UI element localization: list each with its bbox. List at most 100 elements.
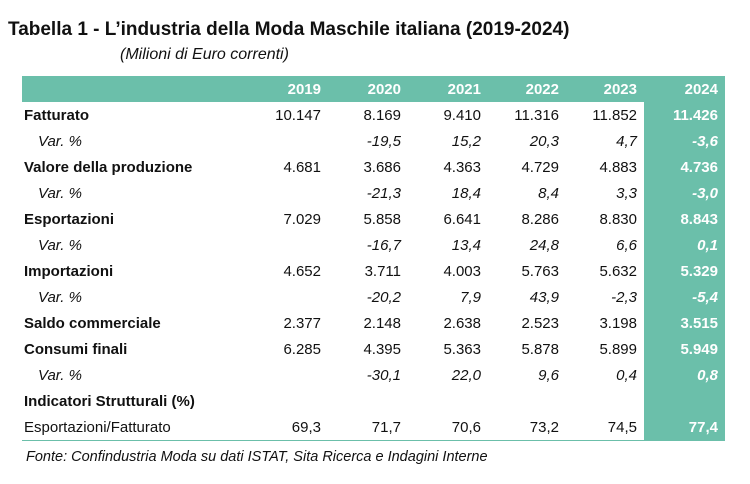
row-var-fatturato: Var. % -19,5 15,2 20,3 4,7 -3,6 bbox=[22, 128, 725, 154]
cell-2019 bbox=[248, 128, 328, 154]
cell-2023 bbox=[566, 388, 644, 414]
cell-2021: 5.363 bbox=[443, 340, 481, 358]
cell-2019: 4.652 bbox=[283, 262, 321, 280]
cell-2022: 5.878 bbox=[521, 340, 559, 358]
cell-2021: 9.410 bbox=[443, 106, 481, 124]
cell-2023: -2,3 bbox=[611, 288, 637, 306]
cell-2021: 22,0 bbox=[451, 366, 481, 384]
cell-2021: 15,2 bbox=[451, 132, 481, 150]
cell-2024: 0,8 bbox=[644, 362, 725, 388]
cell-2020: 4.395 bbox=[363, 340, 401, 358]
cell-2019 bbox=[248, 180, 328, 206]
cell-2021: 6.641 bbox=[443, 210, 481, 228]
header-year-2019: 2019 bbox=[248, 76, 328, 102]
cell-2024: 5.949 bbox=[644, 336, 725, 362]
cell-2024: 8.843 bbox=[644, 206, 725, 232]
cell-2024: 77,4 bbox=[644, 414, 725, 441]
row-label: Esportazioni/Fatturato bbox=[22, 414, 248, 441]
row-label: Esportazioni bbox=[24, 210, 115, 228]
cell-2020: -20,2 bbox=[366, 288, 401, 306]
cell-2022: 8,4 bbox=[538, 184, 559, 202]
cell-2020: 71,7 bbox=[328, 414, 408, 441]
cell-2024: 0,1 bbox=[644, 232, 725, 258]
cell-2023: 11.852 bbox=[592, 106, 637, 124]
cell-2024: -3,6 bbox=[644, 128, 725, 154]
cell-2020: 5.858 bbox=[363, 210, 401, 228]
header-label-cell bbox=[22, 76, 248, 102]
cell-2024: 5.329 bbox=[644, 258, 725, 284]
header-row: 2019 2020 2021 2022 2023 2024 bbox=[22, 76, 725, 102]
cell-2022: 9,6 bbox=[538, 366, 559, 384]
header-year-2024: 2024 bbox=[644, 76, 725, 102]
row-var-importazioni: Var. % -20,2 7,9 43,9 -2,3 -5,4 bbox=[22, 284, 725, 310]
cell-2019: 6.285 bbox=[283, 340, 321, 358]
row-var-consumi: Var. % -30,1 22,0 9,6 0,4 0,8 bbox=[22, 362, 725, 388]
cell-2022: 11.316 bbox=[514, 106, 559, 124]
table-title: Tabella 1 - L’industria della Moda Masch… bbox=[8, 19, 570, 40]
cell-2023: 3,3 bbox=[616, 184, 637, 202]
cell-2021 bbox=[408, 388, 488, 414]
header-year-2022: 2022 bbox=[488, 76, 566, 102]
cell-2024: 11.426 bbox=[644, 102, 725, 128]
cell-2021: 4.003 bbox=[443, 262, 481, 280]
row-label: Var. % bbox=[38, 184, 82, 202]
row-label: Importazioni bbox=[24, 262, 114, 280]
cell-2021: 70,6 bbox=[408, 414, 488, 441]
cell-2021: 4.363 bbox=[443, 158, 481, 176]
cell-2020: -16,7 bbox=[366, 236, 401, 254]
cell-2020: 8.169 bbox=[363, 106, 401, 124]
cell-2023: 8.830 bbox=[599, 210, 637, 228]
cell-2023: 0,4 bbox=[616, 366, 637, 384]
cell-2019 bbox=[248, 388, 328, 414]
cell-2022: 43,9 bbox=[529, 288, 559, 306]
row-label: Var. % bbox=[38, 132, 82, 150]
cell-2023: 5.899 bbox=[599, 340, 637, 358]
cell-2022: 8.286 bbox=[521, 210, 559, 228]
cell-2022 bbox=[488, 388, 566, 414]
header-year-2020: 2020 bbox=[328, 76, 408, 102]
cell-2019 bbox=[248, 362, 328, 388]
cell-2021: 7,9 bbox=[460, 288, 481, 306]
cell-2021: 18,4 bbox=[451, 184, 481, 202]
cell-2022: 73,2 bbox=[488, 414, 566, 441]
cell-2019: 10.147 bbox=[275, 106, 321, 124]
cell-2023: 74,5 bbox=[566, 414, 644, 441]
row-esportazioni-fatturato: Esportazioni/Fatturato 69,3 71,7 70,6 73… bbox=[22, 414, 725, 441]
cell-2020: -30,1 bbox=[366, 366, 401, 384]
row-valore-produzione: Valore della produzione 4.681 3.686 4.36… bbox=[22, 154, 725, 180]
row-label: Saldo commerciale bbox=[24, 314, 161, 332]
cell-2020: 2.148 bbox=[363, 314, 401, 332]
cell-2019: 4.681 bbox=[283, 158, 321, 176]
row-var-produzione: Var. % -21,3 18,4 8,4 3,3 -3,0 bbox=[22, 180, 725, 206]
cell-2022: 24,8 bbox=[529, 236, 559, 254]
cell-2023: 4,7 bbox=[616, 132, 637, 150]
row-label: Consumi finali bbox=[24, 340, 128, 358]
cell-2021: 13,4 bbox=[451, 236, 481, 254]
cell-2024: 3.515 bbox=[644, 310, 725, 336]
row-indicatori-strutturali: Indicatori Strutturali (%) bbox=[22, 388, 725, 414]
row-label: Var. % bbox=[38, 366, 82, 384]
cell-2020: 3.686 bbox=[363, 158, 401, 176]
source-note: Fonte: Confindustria Moda su dati ISTAT,… bbox=[26, 449, 488, 465]
row-esportazioni: Esportazioni 7.029 5.858 6.641 8.286 8.8… bbox=[22, 206, 725, 232]
cell-2023: 6,6 bbox=[616, 236, 637, 254]
cell-2022: 4.729 bbox=[521, 158, 559, 176]
row-label: Var. % bbox=[38, 236, 82, 254]
row-fatturato: Fatturato 10.147 8.169 9.410 11.316 11.8… bbox=[22, 102, 725, 128]
cell-2020: 3.711 bbox=[364, 262, 401, 280]
data-table: 2019 2020 2021 2022 2023 2024 Fatturato … bbox=[22, 76, 725, 441]
row-label: Indicatori Strutturali (%) bbox=[24, 392, 195, 410]
table-subtitle: (Milioni di Euro correnti) bbox=[120, 46, 289, 63]
cell-2019 bbox=[248, 232, 328, 258]
cell-2022: 5.763 bbox=[521, 262, 559, 280]
row-label: Var. % bbox=[38, 288, 82, 306]
cell-2020: -21,3 bbox=[366, 184, 401, 202]
cell-2023: 4.883 bbox=[599, 158, 637, 176]
row-var-esportazioni: Var. % -16,7 13,4 24,8 6,6 0,1 bbox=[22, 232, 725, 258]
cell-2022: 2.523 bbox=[521, 314, 559, 332]
cell-2022: 20,3 bbox=[529, 132, 559, 150]
row-saldo-commerciale: Saldo commerciale 2.377 2.148 2.638 2.52… bbox=[22, 310, 725, 336]
cell-2020 bbox=[328, 388, 408, 414]
cell-2019: 7.029 bbox=[283, 210, 321, 228]
cell-2019: 69,3 bbox=[248, 414, 328, 441]
